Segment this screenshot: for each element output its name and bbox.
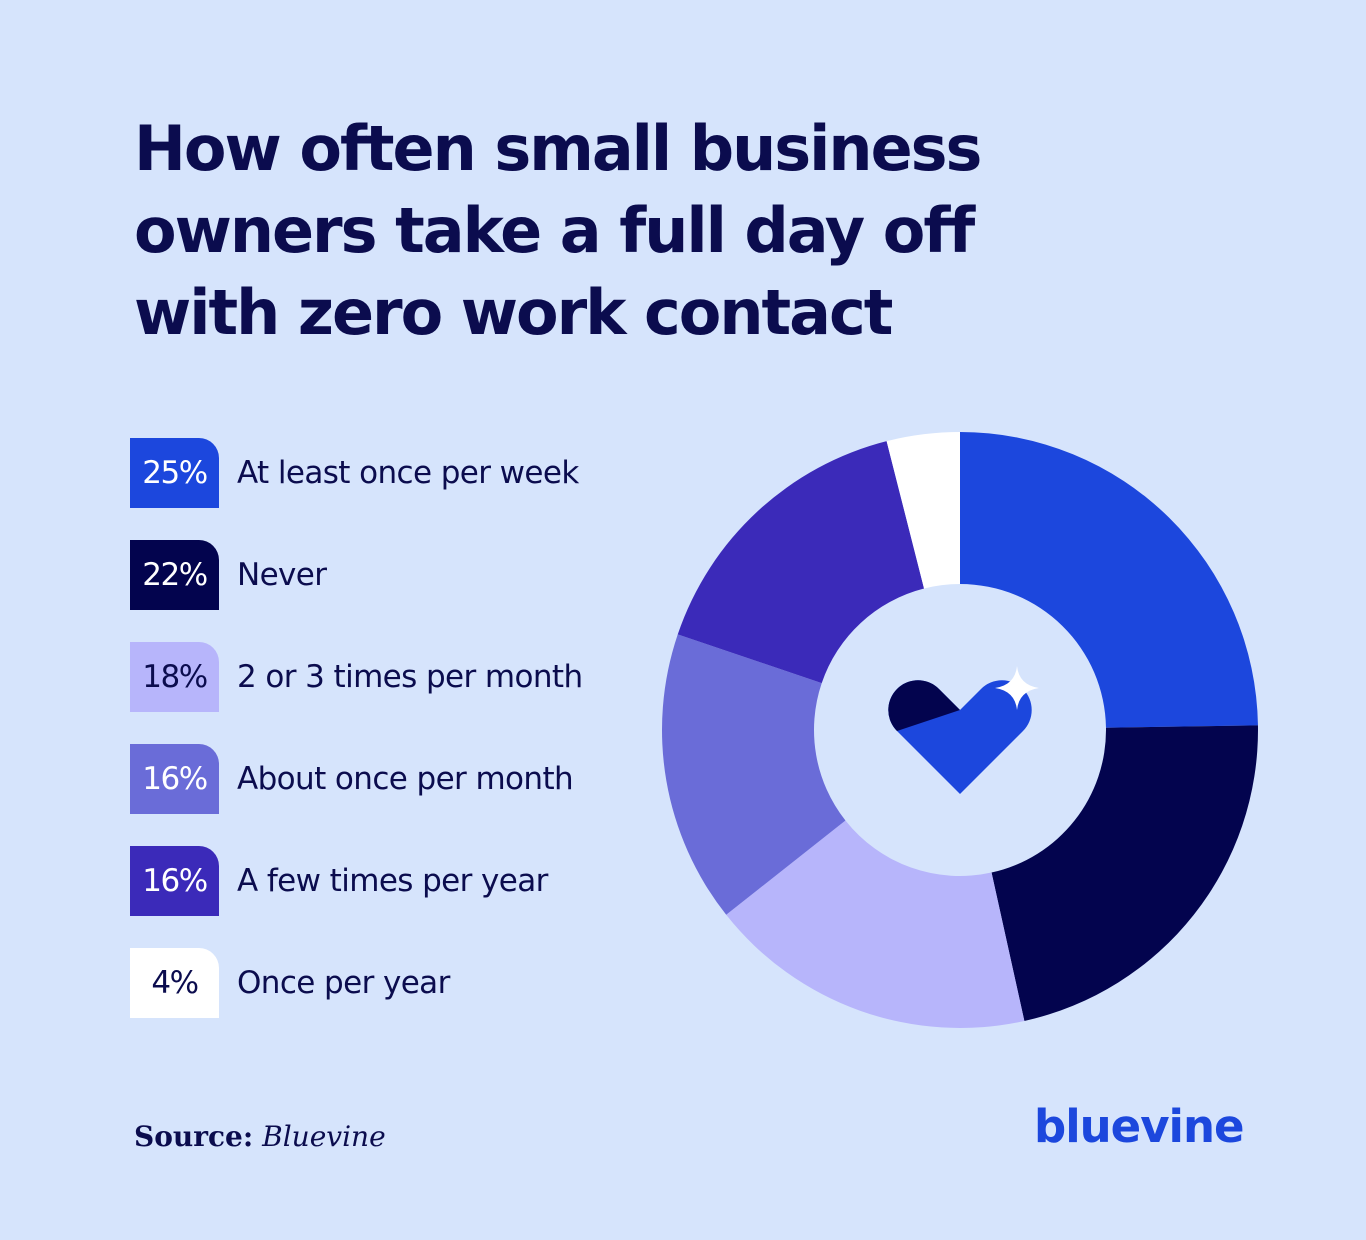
legend-value-badge: 18% xyxy=(130,642,219,712)
legend-value-badge: 25% xyxy=(130,438,219,508)
donut-slice xyxy=(886,432,960,589)
donut-slice xyxy=(726,820,1025,1028)
legend-label: About once per month xyxy=(237,761,574,797)
donut-slice xyxy=(991,725,1258,1021)
legend-value-badge: 16% xyxy=(130,744,219,814)
legend-value-badge: 4% xyxy=(130,948,219,1018)
legend-item: 22% Never xyxy=(130,540,327,610)
legend-label: A few times per year xyxy=(237,863,548,899)
legend-item: 16% About once per month xyxy=(130,744,574,814)
legend-item: 16% A few times per year xyxy=(130,846,548,916)
donut-slices xyxy=(662,432,1258,1028)
legend-value-badge: 22% xyxy=(130,540,219,610)
legend-item: 4% Once per year xyxy=(130,948,450,1018)
heart-sparkle-icon xyxy=(888,666,1039,794)
legend-value-badge: 16% xyxy=(130,846,219,916)
donut-slice xyxy=(662,634,846,915)
legend-label: Once per year xyxy=(237,965,450,1001)
brand-logo: bluevine xyxy=(1034,1100,1245,1153)
source-label: Source: xyxy=(134,1120,254,1153)
source-note: Source: Bluevine xyxy=(134,1120,386,1153)
donut-chart xyxy=(662,432,1258,1028)
legend-item: 25% At least once per week xyxy=(130,438,579,508)
legend-label: Never xyxy=(237,557,327,593)
legend-label: 2 or 3 times per month xyxy=(237,659,583,695)
donut-slice xyxy=(960,432,1258,728)
donut-slice xyxy=(677,441,925,684)
chart-title: How often small business owners take a f… xyxy=(134,112,982,349)
legend-item: 18% 2 or 3 times per month xyxy=(130,642,583,712)
legend-label: At least once per week xyxy=(237,455,579,491)
source-value: Bluevine xyxy=(262,1120,386,1153)
